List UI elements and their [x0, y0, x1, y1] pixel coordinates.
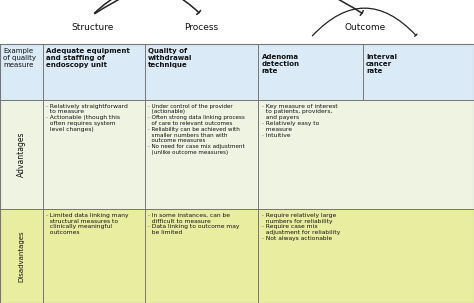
Text: · Under control of the provider
  (actionable)
· Often strong data linking proce: · Under control of the provider (actiona…: [148, 104, 245, 155]
Text: Adequate equipment
and staffing of
endoscopy unit: Adequate equipment and staffing of endos…: [46, 48, 130, 68]
Text: Interval
cancer
rate: Interval cancer rate: [366, 54, 397, 74]
Text: Example
of quality
measure: Example of quality measure: [3, 48, 36, 68]
Text: · Require relatively large
  numbers for reliability
· Require case mix
  adjust: · Require relatively large numbers for r…: [262, 213, 340, 241]
Text: Disadvantages: Disadvantages: [18, 230, 24, 282]
Text: · Relatively straightforward
  to measure
· Actionable (though this
  often requ: · Relatively straightforward to measure …: [46, 104, 128, 132]
Text: Outcome: Outcome: [344, 23, 386, 32]
Bar: [0, 44, 474, 303]
Text: Advantages: Advantages: [17, 132, 26, 177]
Text: · Key measure of interest
  to patients, providers,
  and payers
· Relatively ea: · Key measure of interest to patients, p…: [262, 104, 337, 138]
Text: Quality of
withdrawal
technique: Quality of withdrawal technique: [148, 48, 192, 68]
Text: · In some instances, can be
  difficult to measure
· Data linking to outcome may: · In some instances, can be difficult to…: [148, 213, 239, 235]
Text: Adenoma
detection
rate: Adenoma detection rate: [262, 54, 300, 74]
Bar: [0, 44, 474, 100]
Text: · Limited data linking many
  structural measures to
  clinically meaningful
  o: · Limited data linking many structural m…: [46, 213, 128, 235]
Bar: [0, 100, 474, 209]
Bar: [0, 0, 474, 44]
Text: Structure: Structure: [71, 23, 114, 32]
Bar: [0, 209, 474, 303]
Text: Process: Process: [184, 23, 219, 32]
